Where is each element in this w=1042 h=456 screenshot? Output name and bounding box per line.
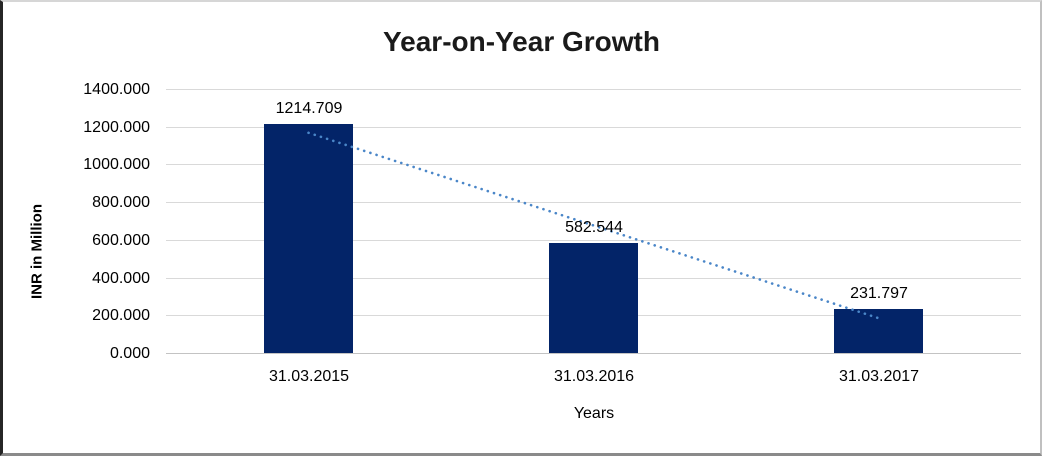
- gridline: [166, 164, 1021, 165]
- chart-title: Year-on-Year Growth: [383, 26, 660, 57]
- x-tick-label: 31.03.2016: [553, 368, 635, 385]
- bar-value-label: 1214.709: [275, 100, 343, 117]
- bar-31.03.2016: [549, 243, 638, 353]
- bar-value-label: 231.797: [850, 285, 908, 302]
- y-tick-label: 800.000: [92, 194, 150, 211]
- x-tick-label: 31.03.2015: [268, 368, 350, 385]
- trendline: [307, 131, 880, 320]
- gridline: [166, 202, 1021, 203]
- x-tick-label: 31.03.2017: [838, 368, 920, 385]
- bar-31.03.2017: [834, 309, 923, 353]
- y-tick-label: 1200.000: [83, 119, 150, 136]
- y-tick-label: 0.000: [109, 345, 150, 362]
- gridline: [166, 127, 1021, 128]
- gridline: [166, 240, 1021, 241]
- bar-31.03.2015: [264, 124, 353, 353]
- y-tick-label: 600.000: [92, 232, 150, 249]
- bar-value-label: 582.544: [565, 219, 623, 236]
- y-tick-label: 1000.000: [83, 156, 150, 173]
- y-tick-label: 400.000: [92, 270, 150, 287]
- x-axis-title: Years: [573, 405, 615, 422]
- y-tick-label: 200.000: [92, 307, 150, 324]
- plot-area: [166, 89, 1021, 354]
- gridline: [166, 89, 1021, 90]
- x-axis-line: [166, 353, 1021, 354]
- y-tick-label: 1400.000: [83, 81, 150, 98]
